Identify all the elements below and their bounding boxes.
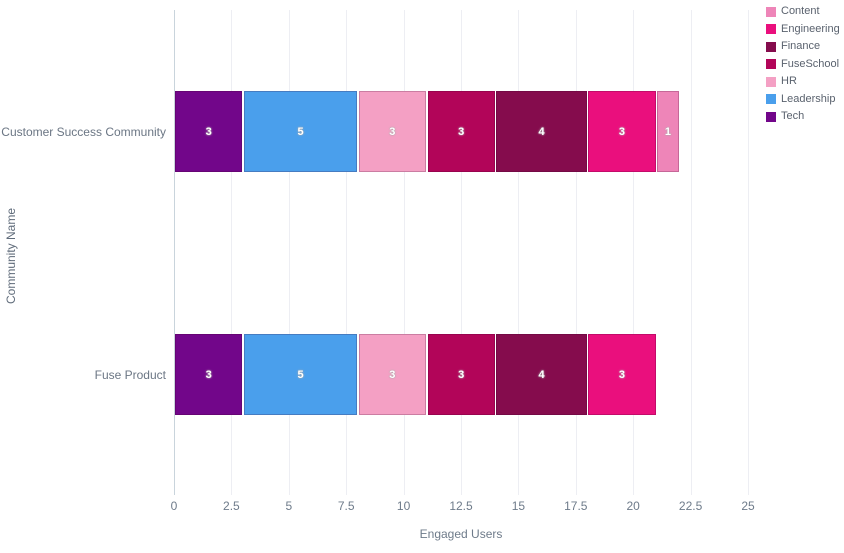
gridline-15: [518, 10, 520, 495]
bar-segment-leadership[interactable]: 5: [243, 91, 358, 172]
x-tick-2.5: 2.5: [223, 499, 240, 513]
bar-segment-value: 3: [389, 368, 396, 381]
bar-segment-value: 4: [538, 368, 545, 381]
bar-segment-value: 3: [205, 368, 212, 381]
gridline-10: [403, 10, 405, 495]
legend-item-finance[interactable]: Finance: [766, 38, 840, 56]
bar-segment-value: 1: [664, 125, 671, 138]
x-tick-25: 25: [741, 499, 755, 513]
bar-segment-value: 5: [297, 368, 304, 381]
bar-row: 3 5 3 3 4 3: [174, 334, 748, 415]
bar-segment-value: 3: [458, 368, 465, 381]
bar-segment-value: 5: [297, 125, 304, 138]
legend-item-engineering[interactable]: Engineering: [766, 21, 840, 39]
gridline-0: [174, 10, 175, 495]
x-tick-15: 15: [511, 499, 526, 513]
x-tick-10: 10: [396, 499, 411, 513]
x-tick-20: 20: [626, 499, 640, 513]
bar-segment-value: 4: [538, 125, 545, 138]
gridline-7.5: [346, 10, 348, 495]
gridline-12.5: [461, 10, 462, 495]
bar-segment-fuseschool[interactable]: 3: [427, 334, 495, 415]
category-label: Fuse Product: [94, 367, 166, 382]
legend-swatch-icon: [766, 59, 776, 70]
x-tick-0: 0: [170, 499, 178, 513]
x-tick-7.5: 7.5: [337, 499, 355, 513]
legend-label: Content: [781, 5, 820, 18]
bar-segment-finance[interactable]: 4: [496, 334, 587, 415]
bar-segment-hr[interactable]: 3: [358, 334, 427, 415]
legend-label: Engineering: [781, 22, 840, 35]
bar-segment-tech[interactable]: 3: [175, 91, 243, 172]
legend: Content Engineering Finance FuseSchool HR Lea…: [766, 3, 840, 126]
bar-segment-engineering[interactable]: 3: [588, 91, 656, 172]
y-axis-title: Community Name: [4, 207, 18, 305]
gridline-17.5: [575, 10, 577, 495]
legend-swatch-icon: [766, 111, 776, 122]
legend-swatch-icon: [766, 6, 776, 17]
legend-item-fuseschool[interactable]: FuseSchool: [766, 56, 840, 74]
bar-segment-tech[interactable]: 3: [175, 334, 243, 415]
bar-row: 3 5 3 3 4 3 1: [174, 91, 748, 172]
x-axis-title: Engaged Users: [419, 527, 503, 541]
gridline-25: [748, 10, 749, 495]
legend-label: HR: [781, 75, 797, 88]
legend-item-leadership[interactable]: Leadership: [766, 91, 840, 109]
bar-segment-value: 3: [205, 125, 212, 138]
gridline-20: [633, 10, 635, 495]
gridline-22.5: [690, 10, 692, 495]
legend-item-hr[interactable]: HR: [766, 73, 840, 91]
bar-segment-value: 3: [618, 368, 626, 381]
gridline-5: [288, 10, 290, 495]
x-tick-12.5: 12.5: [449, 499, 473, 513]
bar-segment-value: 3: [389, 125, 396, 138]
x-tick-17.5: 17.5: [564, 499, 588, 513]
legend-label: Tech: [781, 110, 805, 123]
bar-segment-leadership[interactable]: 5: [243, 334, 358, 415]
bar-segment-hr[interactable]: 3: [358, 91, 427, 172]
x-tick-5: 5: [285, 499, 293, 513]
bar-segment-fuseschool[interactable]: 3: [427, 91, 495, 172]
bar-segment-content[interactable]: 1: [657, 91, 679, 172]
gridline-2.5: [231, 10, 233, 495]
bar-segment-value: 3: [618, 125, 626, 138]
legend-swatch-icon: [766, 24, 776, 35]
legend-swatch-icon: [766, 41, 776, 52]
legend-label: FuseSchool: [781, 57, 840, 70]
bar-segment-value: 3: [458, 125, 465, 138]
legend-swatch-icon: [766, 76, 776, 87]
legend-swatch-icon: [766, 94, 776, 105]
legend-item-tech[interactable]: Tech: [766, 108, 840, 126]
category-label: Customer Success Community: [1, 124, 166, 139]
bar-segment-engineering[interactable]: 3: [588, 334, 656, 415]
legend-label: Leadership: [781, 92, 836, 105]
legend-item-content[interactable]: Content: [766, 3, 840, 21]
bar-segment-finance[interactable]: 4: [496, 91, 587, 172]
x-tick-22.5: 22.5: [678, 499, 703, 513]
legend-label: Finance: [781, 40, 821, 53]
